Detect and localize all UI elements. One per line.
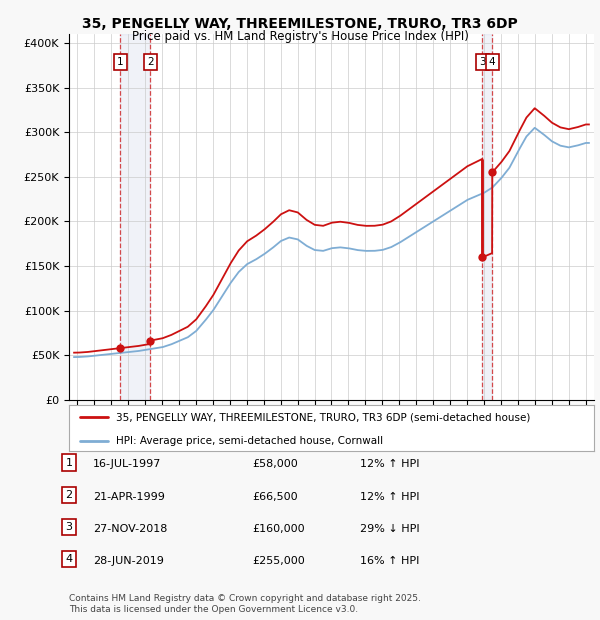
Text: 3: 3 bbox=[479, 57, 486, 67]
Text: Contains HM Land Registry data © Crown copyright and database right 2025.
This d: Contains HM Land Registry data © Crown c… bbox=[69, 595, 421, 614]
Text: 27-NOV-2018: 27-NOV-2018 bbox=[93, 524, 167, 534]
Text: 35, PENGELLY WAY, THREEMILESTONE, TRURO, TR3 6DP (semi-detached house): 35, PENGELLY WAY, THREEMILESTONE, TRURO,… bbox=[116, 412, 530, 422]
Text: £160,000: £160,000 bbox=[252, 524, 305, 534]
Text: 35, PENGELLY WAY, THREEMILESTONE, TRURO, TR3 6DP: 35, PENGELLY WAY, THREEMILESTONE, TRURO,… bbox=[82, 17, 518, 32]
Text: £255,000: £255,000 bbox=[252, 556, 305, 566]
Text: 4: 4 bbox=[489, 57, 496, 67]
Text: 16% ↑ HPI: 16% ↑ HPI bbox=[360, 556, 419, 566]
Text: 4: 4 bbox=[65, 554, 73, 564]
Bar bbox=[482, 34, 492, 400]
Text: Price paid vs. HM Land Registry's House Price Index (HPI): Price paid vs. HM Land Registry's House … bbox=[131, 30, 469, 43]
Text: £58,000: £58,000 bbox=[252, 459, 298, 469]
Text: 12% ↑ HPI: 12% ↑ HPI bbox=[360, 492, 419, 502]
Text: 2: 2 bbox=[147, 57, 154, 67]
Text: HPI: Average price, semi-detached house, Cornwall: HPI: Average price, semi-detached house,… bbox=[116, 436, 383, 446]
Text: 21-APR-1999: 21-APR-1999 bbox=[93, 492, 165, 502]
Text: 16-JUL-1997: 16-JUL-1997 bbox=[93, 459, 161, 469]
Text: 3: 3 bbox=[65, 522, 73, 532]
Text: 1: 1 bbox=[117, 57, 124, 67]
Text: 12% ↑ HPI: 12% ↑ HPI bbox=[360, 459, 419, 469]
Text: 2: 2 bbox=[65, 490, 73, 500]
Bar bbox=[121, 34, 151, 400]
Text: 1: 1 bbox=[65, 458, 73, 467]
Text: 28-JUN-2019: 28-JUN-2019 bbox=[93, 556, 164, 566]
Text: 29% ↓ HPI: 29% ↓ HPI bbox=[360, 524, 419, 534]
Text: £66,500: £66,500 bbox=[252, 492, 298, 502]
